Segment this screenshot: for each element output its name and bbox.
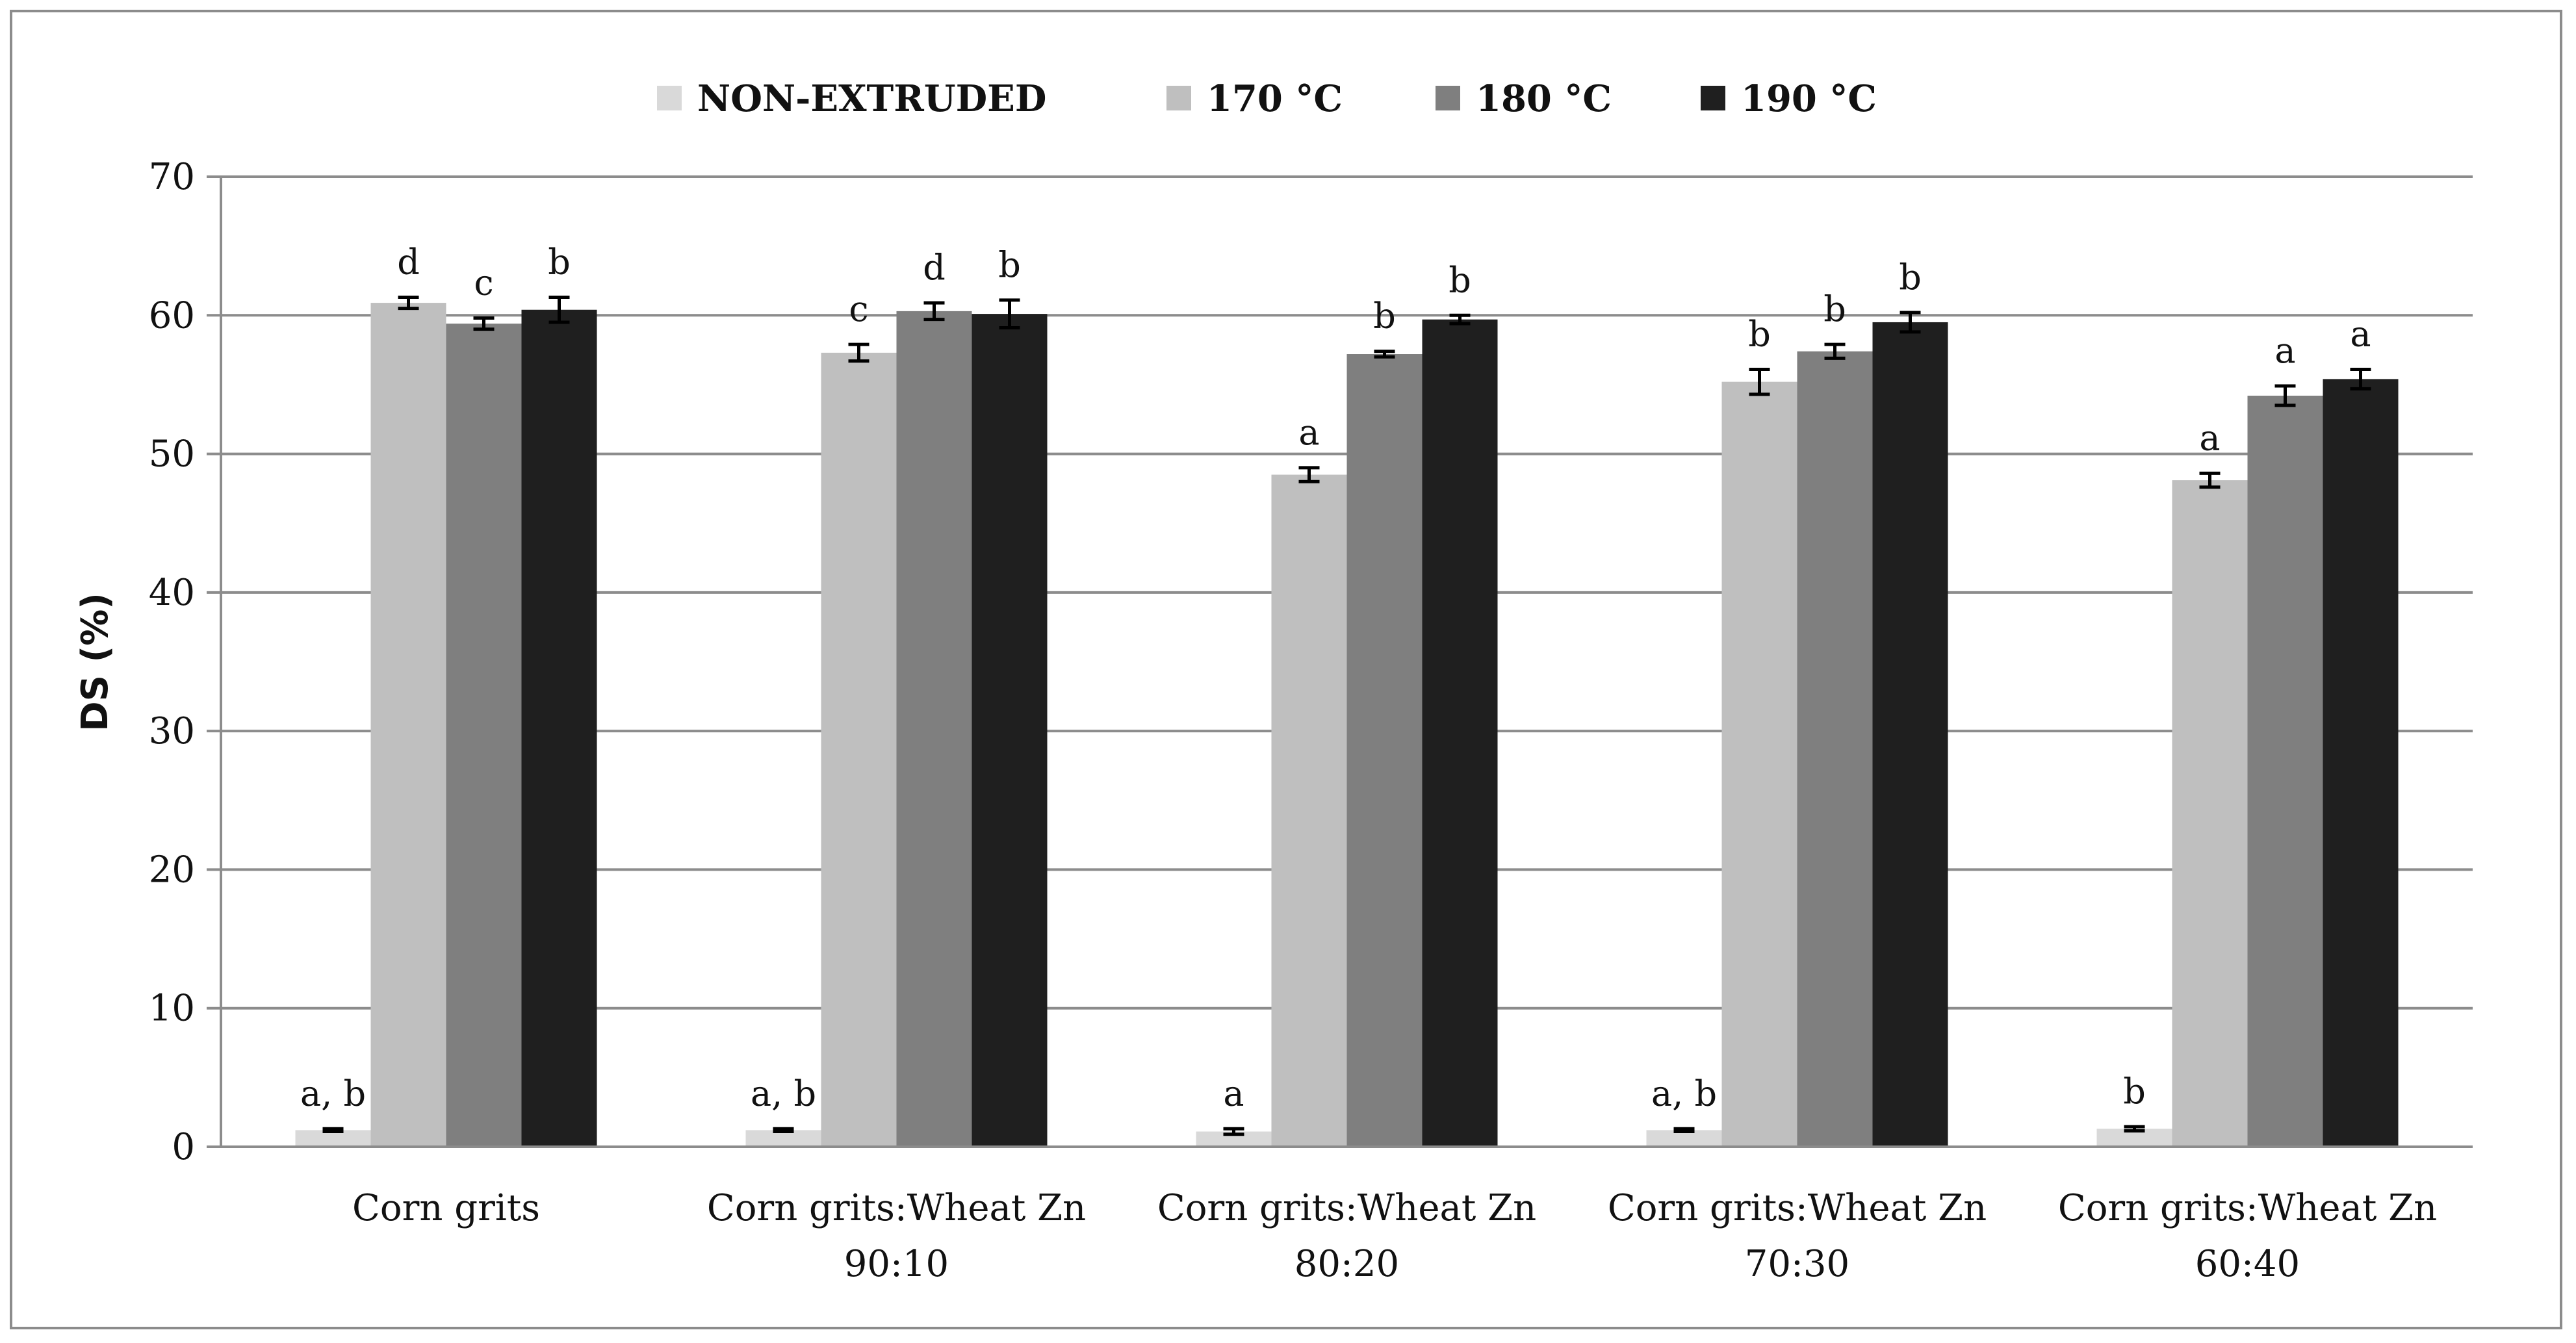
legend-label: 170 °C [1207,77,1343,120]
legend-label: 190 °C [1741,77,1877,120]
x-category-label: 70:30 [1745,1243,1849,1285]
x-category-label: Corn grits:Wheat Zn [2058,1187,2437,1229]
legend-label: 180 °C [1476,77,1612,120]
x-category-label: Corn grits:Wheat Zn [707,1187,1086,1229]
y-tick-label: 30 [149,710,195,752]
significance-label: a [2274,330,2295,371]
bar [2247,395,2323,1147]
legend-swatch [657,86,682,110]
significance-label: a [1223,1073,1244,1114]
bar [1271,474,1347,1147]
legend-swatch [1166,86,1191,110]
significance-label: d [923,247,946,288]
y-tick-label: 10 [149,988,195,1030]
x-category-label: 60:40 [2195,1243,2300,1285]
y-tick-label: 70 [149,156,195,198]
bar [446,324,522,1147]
legend-swatch [1701,86,1725,110]
bar [1196,1131,1272,1147]
bar [370,303,446,1147]
bar [1872,322,1948,1147]
y-tick-label: 60 [149,294,195,337]
y-tick-label: 20 [149,849,195,891]
bar [2172,480,2248,1147]
bar-chart: a, b d c b a, b c d b a a b b a, b b b b b a a a 0 10 20 30 40 5… [74,77,2473,1285]
bars: a, b d c b a, b c d b a a b b a, b b b b b a a a [295,242,2399,1147]
chart-frame: a, b d c b a, b c d b a a b b a, b b b b b a a a 0 10 20 30 40 5… [10,10,2562,1329]
bar [2323,379,2399,1147]
bar [1422,319,1498,1147]
y-tick-label: 0 [172,1126,195,1168]
bar [521,309,597,1147]
significance-label: b [1899,257,1922,298]
significance-label: a [2199,417,2220,458]
bar [1797,351,1873,1147]
significance-label: a, b [1651,1073,1717,1114]
legend-label: NON-EXTRUDED [697,77,1046,120]
bar [1721,381,1797,1147]
significance-label: b [1449,259,1471,300]
y-tick-label: 40 [149,572,195,614]
x-category-label: Corn grits [352,1187,540,1229]
significance-label: a [1298,412,1319,453]
significance-label: d [397,242,420,283]
bar [1346,354,1423,1147]
significance-label: a, b [300,1073,366,1114]
significance-label: b [1748,313,1771,354]
axes: 0 10 20 30 40 50 60 70 Corn grits Corn grits:Whea… [149,156,2473,1285]
significance-label: a, b [751,1073,816,1114]
significance-label: b [2123,1071,2146,1112]
legend-swatch [1436,86,1460,110]
bar [972,314,1048,1147]
y-axis-label: DS (%) [74,593,116,732]
significance-label: c [474,262,493,303]
bar [896,311,972,1147]
significance-label: b [1823,288,1846,329]
legend: NON-EXTRUDED 170 °C 180 °C 190 °C [657,77,1877,120]
significance-label: b [1373,296,1396,337]
significance-label: a [2350,313,2371,354]
significance-label: b [548,242,571,283]
significance-label: c [849,288,868,329]
significance-label: b [998,244,1021,285]
y-tick-label: 50 [149,433,195,476]
x-category-label: Corn grits:Wheat Zn [1157,1187,1536,1229]
x-category-label: 90:10 [844,1243,949,1285]
x-category-label: Corn grits:Wheat Zn [1608,1187,1987,1229]
bar [821,352,897,1147]
x-category-label: 80:20 [1294,1243,1399,1285]
